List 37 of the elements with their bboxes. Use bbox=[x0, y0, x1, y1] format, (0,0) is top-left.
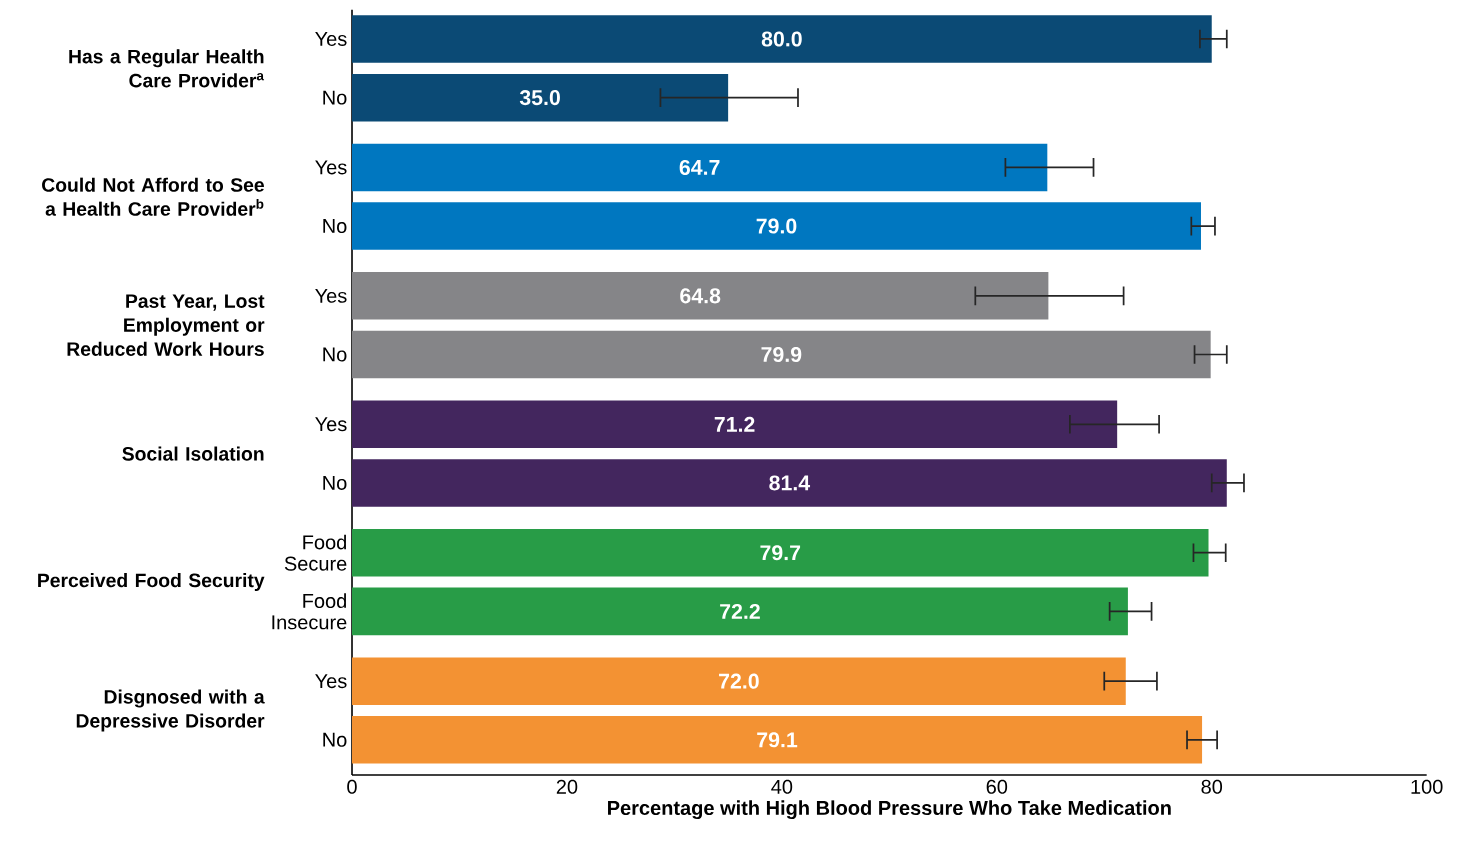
y-tick-label: No bbox=[323, 219, 347, 234]
y-tick-label: No bbox=[323, 347, 347, 362]
data-label: 79.9 bbox=[761, 346, 802, 363]
y-tick-label: No bbox=[323, 90, 347, 105]
x-tick-label: 0 bbox=[347, 779, 357, 794]
data-label: 79.0 bbox=[756, 218, 797, 234]
text: Past Year, Lost Employment or Reduced Work Hours bbox=[67, 294, 265, 356]
y-tick-label: Yes bbox=[315, 32, 347, 46]
data-label: 79.7 bbox=[760, 545, 801, 561]
data-label: 81.4 bbox=[769, 475, 811, 491]
x-tick-label: 80 bbox=[1201, 779, 1223, 794]
text: Social Isolation bbox=[122, 446, 264, 461]
text: Perceived Food Security bbox=[38, 573, 265, 592]
y-tick-label: Yes bbox=[315, 674, 347, 689]
data-label: 79.1 bbox=[757, 732, 798, 748]
y-tick-label: Yes bbox=[315, 417, 347, 432]
data-label: 71.2 bbox=[714, 416, 755, 432]
x-tick-label: 20 bbox=[556, 779, 578, 794]
text: Could Not Afford to See a Health Care Provider$^{b}$ bbox=[42, 177, 264, 216]
text: Has a Regular Health Care Provider$^{a}$ bbox=[69, 49, 265, 88]
data-label: 72.0 bbox=[719, 673, 759, 689]
x-tick-label: 60 bbox=[986, 779, 1008, 794]
data-label: 64.8 bbox=[680, 288, 721, 304]
y-tick-label: No bbox=[323, 475, 347, 490]
y-tick-label: No bbox=[323, 732, 347, 747]
x-tick-label: 40 bbox=[771, 779, 793, 794]
data-label: 80.0 bbox=[761, 31, 802, 47]
y-tick-label: Yes bbox=[315, 288, 347, 303]
x-tick-label: 100 bbox=[1411, 779, 1443, 794]
x-axis-title: Percentage with High Blood Pressure Who Take Medication bbox=[608, 800, 1171, 820]
y-tick-label: Yes bbox=[315, 160, 347, 175]
data-label: 35.0 bbox=[519, 90, 560, 106]
y-tick-label: Food Secure bbox=[284, 534, 347, 571]
data-label: 64.7 bbox=[679, 159, 720, 175]
y-tick-label: Food Insecure bbox=[272, 593, 347, 630]
text: Disgnosed with a Depressive Disorder bbox=[76, 689, 265, 732]
data-label: 72.2 bbox=[720, 603, 760, 619]
